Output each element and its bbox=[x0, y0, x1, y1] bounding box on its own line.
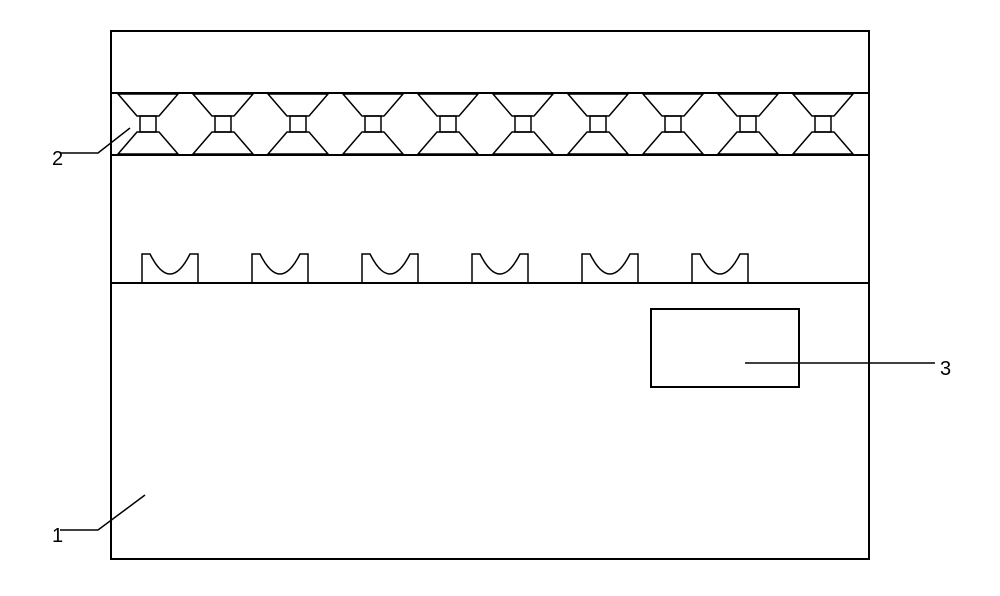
label-3: 3 bbox=[940, 358, 951, 381]
top-band-lower-line bbox=[110, 154, 870, 156]
top-band-upper-line bbox=[110, 92, 870, 94]
outer-rectangle bbox=[110, 30, 870, 560]
label-1: 1 bbox=[52, 525, 63, 548]
middle-line bbox=[110, 282, 870, 284]
inner-small-box bbox=[650, 308, 800, 388]
label-2: 2 bbox=[52, 148, 63, 171]
